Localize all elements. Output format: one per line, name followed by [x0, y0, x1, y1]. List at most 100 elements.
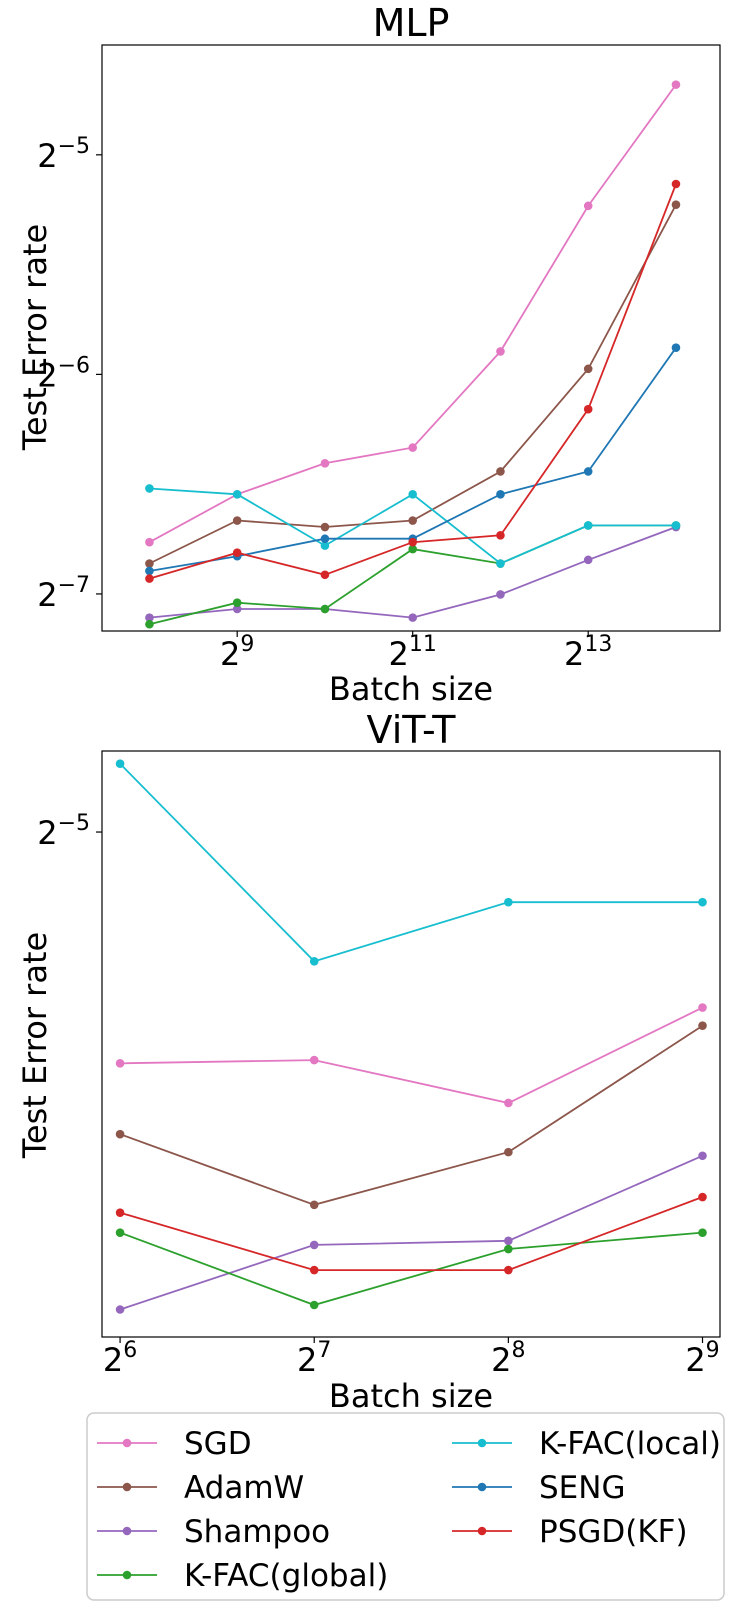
series-line-k-fac-local	[119, 763, 703, 963]
data-point-k-fac-local	[408, 490, 417, 499]
series-line-adamw	[119, 1024, 703, 1206]
data-point-shampoo	[145, 613, 154, 622]
data-point-k-fac-local	[309, 957, 319, 966]
data-point-shampoo	[698, 1151, 707, 1161]
chart-title: ViT-T	[367, 708, 457, 752]
data-point-sgd	[408, 443, 417, 452]
data-point-sgd	[504, 1098, 513, 1108]
data-point-adamw	[309, 1200, 319, 1210]
x-tick-label: 29	[685, 1338, 719, 1379]
data-point-psgd-kf	[232, 548, 242, 557]
legend-marker-seng	[477, 1482, 487, 1492]
y-tick-label: 2−6	[37, 353, 90, 394]
y-tick-label: 2−7	[37, 573, 90, 614]
series-line-sgd	[120, 1006, 703, 1104]
data-point-k-fac-local	[698, 897, 707, 907]
data-point-k-fac-global	[408, 544, 417, 554]
x-tick-label: 213	[564, 632, 612, 673]
legend-label-seng: SENG	[539, 1470, 625, 1506]
data-point-adamw	[232, 516, 242, 525]
data-point-k-fac-local	[232, 490, 242, 499]
y-tick-label: 2−5	[37, 134, 90, 175]
data-point-sgd	[145, 537, 154, 547]
data-point-seng	[320, 534, 330, 544]
data-point-adamw	[671, 200, 681, 209]
y-tick-label: 2−5	[37, 811, 90, 852]
data-point-adamw	[408, 516, 417, 525]
data-point-shampoo	[232, 604, 242, 614]
data-point-psgd-kf	[496, 531, 505, 540]
legend-frame	[86, 1412, 725, 1601]
data-point-sgd	[698, 1003, 707, 1012]
data-point-seng	[496, 490, 505, 499]
data-point-adamw	[583, 364, 593, 374]
data-point-k-fac-global	[145, 619, 154, 629]
x-tick-label: 28	[491, 1338, 525, 1379]
data-point-psgd-kf	[145, 574, 154, 583]
legend-label-psgd-kf: PSGD(KF)	[539, 1514, 688, 1550]
legend-marker-sgd	[122, 1438, 132, 1448]
data-point-adamw	[504, 1147, 513, 1157]
data-point-k-fac-local	[320, 541, 330, 550]
data-point-k-fac-local	[496, 559, 505, 568]
legend-label-adamw: AdamW	[184, 1470, 304, 1506]
data-point-shampoo	[115, 1305, 125, 1314]
legend: SGD AdamW Shampoo K-FAC(global) K-FAC(local)…	[86, 1412, 725, 1601]
data-point-k-fac-global	[320, 604, 330, 614]
data-point-psgd-kf	[408, 537, 417, 547]
data-point-k-fac-global	[232, 598, 242, 607]
legend-label-k-fac-local: K-FAC(local)	[539, 1426, 721, 1462]
data-point-adamw	[698, 1021, 707, 1030]
data-point-shampoo	[309, 1240, 319, 1250]
vit-plot-area: 26 27 28 29 2−5	[37, 750, 721, 1379]
data-point-k-fac-global	[698, 1228, 707, 1237]
data-point-sgd	[320, 459, 330, 468]
data-point-adamw	[496, 467, 505, 476]
x-axis-label: Batch size	[329, 1377, 493, 1415]
data-point-sgd	[583, 201, 593, 211]
mlp-plot-area: 29 211 213 2−7 2−6 2−5	[37, 44, 721, 673]
series-line-shampoo	[119, 1154, 703, 1311]
series-line-k-fac-global	[119, 1231, 703, 1306]
data-point-sgd	[115, 1059, 125, 1068]
data-point-seng	[145, 566, 154, 576]
series-line-psgd-kf	[119, 1196, 703, 1271]
legend-marker-psgd-kf	[477, 1526, 487, 1536]
data-point-seng	[583, 467, 593, 476]
data-point-shampoo	[583, 555, 593, 565]
legend-marker-shampoo	[122, 1526, 132, 1536]
data-point-k-fac-global	[309, 1300, 319, 1310]
y-axis-label: Test Error rate	[16, 224, 54, 451]
legend-marker-k-fac-local	[477, 1438, 487, 1448]
data-point-shampoo	[408, 613, 417, 622]
data-point-sgd	[671, 80, 681, 89]
data-point-k-fac-global	[115, 1228, 125, 1237]
data-point-psgd-kf	[698, 1192, 707, 1202]
data-point-k-fac-local	[145, 484, 154, 493]
x-tick-label: 29	[220, 632, 254, 673]
series-line-sgd	[148, 84, 677, 543]
data-point-psgd-kf	[671, 179, 681, 189]
x-tick-label: 26	[103, 1338, 137, 1379]
data-point-psgd-kf	[320, 570, 330, 580]
data-point-k-fac-local	[671, 521, 681, 530]
data-point-psgd-kf	[583, 404, 593, 414]
data-point-shampoo	[496, 590, 505, 599]
y-axis-label: Test Error rate	[16, 932, 54, 1159]
legend-marker-k-fac-global	[122, 1570, 132, 1580]
data-point-shampoo	[504, 1236, 513, 1246]
chart-title: MLP	[373, 1, 450, 45]
mlp-chart: MLP Test Error rate Batch size 29 211 2132…	[16, 1, 721, 708]
data-point-k-fac-local	[583, 521, 593, 530]
data-point-adamw	[320, 522, 330, 532]
x-tick-label: 211	[389, 632, 437, 673]
legend-label-k-fac-global: K-FAC(global)	[184, 1558, 388, 1594]
data-point-k-fac-local	[504, 897, 513, 907]
data-point-psgd-kf	[115, 1208, 125, 1217]
data-point-adamw	[115, 1129, 125, 1139]
data-point-seng	[671, 343, 681, 352]
x-axis-label: Batch size	[329, 670, 493, 708]
data-point-k-fac-local	[115, 759, 125, 769]
data-point-k-fac-global	[504, 1244, 513, 1254]
